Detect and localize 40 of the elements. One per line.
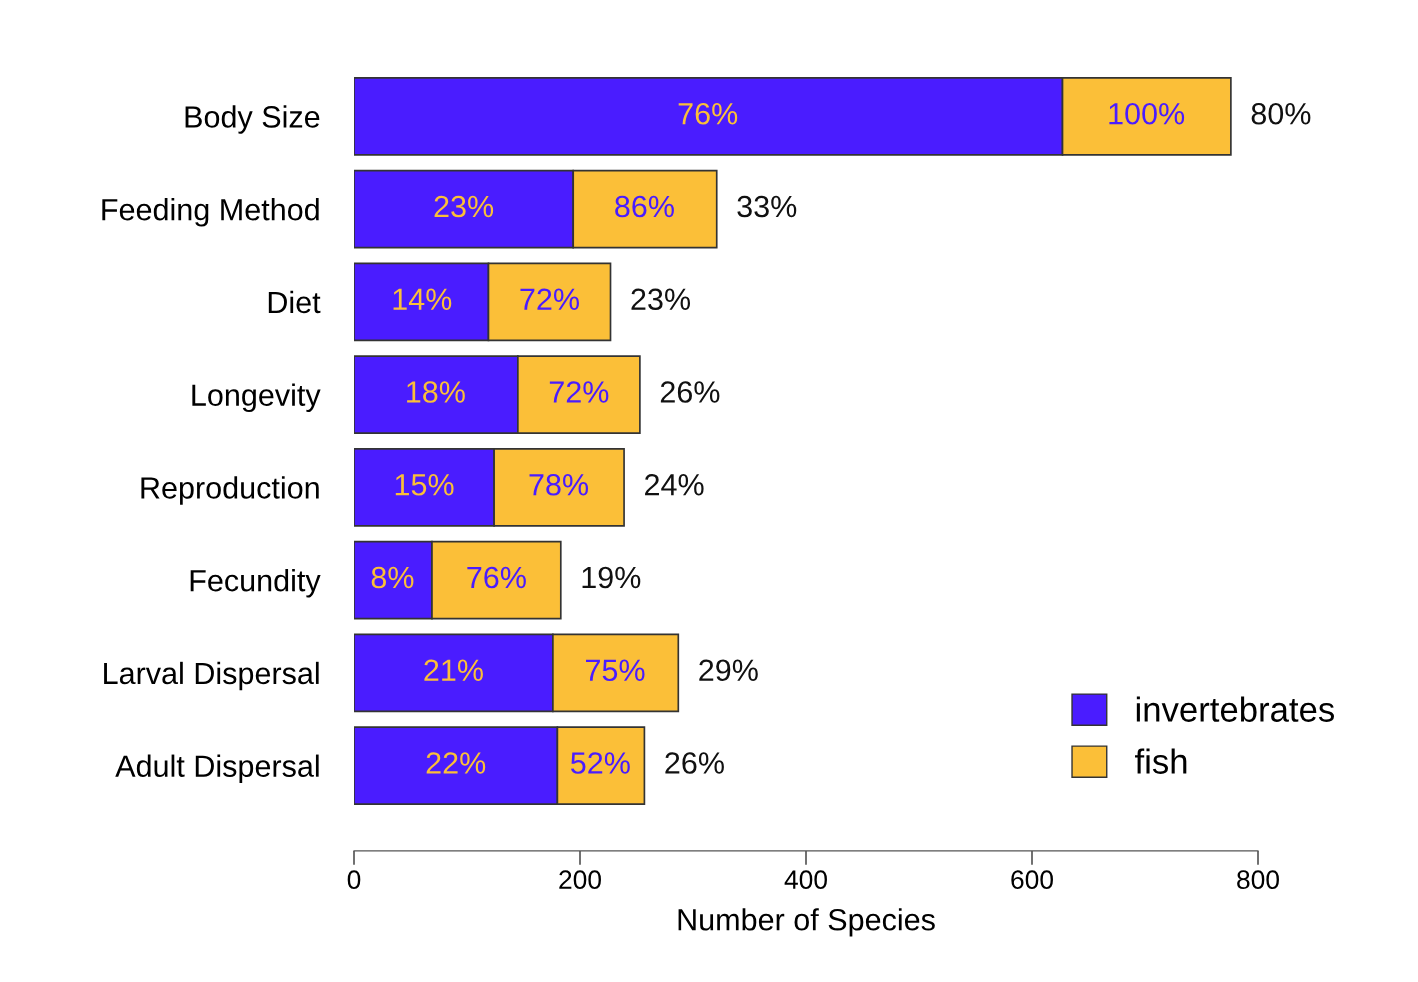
annotation: 72% bbox=[520, 288, 579, 310]
x-axis-title: Number of Species bbox=[678, 908, 935, 937]
x-tick-label: 600 bbox=[1011, 870, 1053, 890]
annotation: 15% bbox=[395, 474, 454, 496]
annotation: 8% bbox=[371, 566, 414, 589]
y-tick-label: Reproduction bbox=[141, 476, 319, 505]
annotation: 26% bbox=[665, 752, 724, 774]
annotation: 23% bbox=[434, 195, 494, 218]
x-tick-label: 200 bbox=[559, 870, 601, 890]
annotation: 14% bbox=[393, 288, 452, 310]
annotation: 72% bbox=[549, 381, 609, 403]
annotation: 21% bbox=[424, 659, 483, 681]
x-tick-label: 800 bbox=[1237, 870, 1279, 890]
y-tick-label: Longevity bbox=[192, 383, 321, 413]
x-tick-label: 400 bbox=[784, 870, 827, 890]
y-tick-label: Fecundity bbox=[190, 569, 321, 598]
annotation: 22% bbox=[426, 752, 486, 774]
y-tick-label: Body Size bbox=[185, 105, 320, 134]
x-tick-label: 0 bbox=[347, 870, 361, 890]
y-tick-label: Adult Dispersal bbox=[115, 754, 319, 784]
annotation: 76% bbox=[467, 566, 526, 589]
annotation: 100% bbox=[1109, 102, 1185, 125]
y-tick-label: Diet bbox=[268, 290, 321, 314]
annotation: 24% bbox=[645, 473, 704, 496]
annotation: 80% bbox=[1251, 102, 1311, 125]
annotation: 52% bbox=[570, 752, 630, 774]
annotation: 86% bbox=[615, 195, 674, 218]
annotation: 78% bbox=[529, 473, 589, 496]
legend-label: invertebrates bbox=[1136, 696, 1334, 722]
annotation: 76% bbox=[678, 102, 738, 125]
annotation: 29% bbox=[699, 659, 758, 682]
legend-label: fish bbox=[1135, 748, 1187, 774]
annotation: 18% bbox=[407, 381, 465, 403]
y-tick-label: Feeding Method bbox=[102, 198, 319, 227]
annotation: 19% bbox=[582, 566, 641, 589]
y-tick-label: Larval Dispersal bbox=[104, 661, 319, 691]
annotation: 33% bbox=[737, 195, 797, 218]
annotation: 75% bbox=[586, 659, 645, 682]
annotation: 23% bbox=[631, 288, 691, 311]
annotation: 26% bbox=[660, 381, 720, 403]
